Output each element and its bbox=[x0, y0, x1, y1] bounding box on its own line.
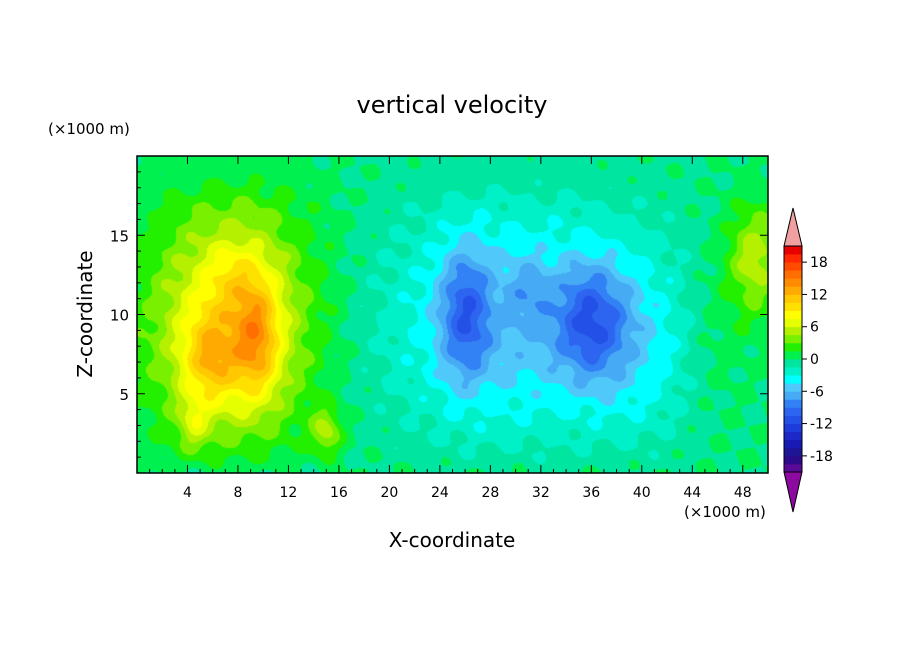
colorbar-segment bbox=[784, 270, 802, 279]
x-tick-label: 20 bbox=[380, 485, 398, 501]
colorbar-segment bbox=[784, 278, 802, 287]
colorbar-segment bbox=[784, 359, 802, 368]
colorbar-segment bbox=[784, 262, 802, 271]
y-tick-label: 15 bbox=[110, 227, 129, 245]
colorbar-segment bbox=[784, 254, 802, 263]
y-tick-label: 5 bbox=[119, 386, 129, 404]
x-tick-label: 28 bbox=[481, 485, 499, 501]
colorbar-segment bbox=[784, 455, 802, 465]
colorbar-tick-label: 12 bbox=[810, 287, 828, 303]
colorbar-tick-label: 18 bbox=[810, 255, 828, 271]
colorbar-segment bbox=[784, 318, 802, 328]
y-tick-label: 10 bbox=[110, 307, 129, 325]
x-tick-label: 32 bbox=[532, 485, 550, 501]
colorbar-over-triangle bbox=[783, 207, 803, 247]
colorbar-segment bbox=[784, 246, 802, 255]
colorbar-segment bbox=[784, 415, 802, 424]
colorbar-tick-label: -12 bbox=[810, 417, 833, 433]
colorbar-segment bbox=[784, 407, 802, 416]
colorbar-tick-label: -18 bbox=[810, 449, 833, 465]
x-tick-label: 8 bbox=[233, 485, 242, 501]
y-axis: 5 10 15 bbox=[110, 171, 768, 458]
colorbar-segment bbox=[784, 294, 802, 303]
x-tick-label: 4 bbox=[183, 485, 192, 501]
colorbar-segment bbox=[784, 350, 802, 360]
colorbar-segment bbox=[784, 383, 802, 392]
colorbar-tick-label: -6 bbox=[810, 384, 824, 400]
x-tick-label: 48 bbox=[734, 485, 752, 501]
x-unit-label: (×1000 m) bbox=[684, 503, 766, 521]
colorbar-under-triangle bbox=[783, 471, 803, 513]
x-tick-label: 16 bbox=[330, 485, 348, 501]
x-tick-label: 24 bbox=[431, 485, 449, 501]
colorbar-tick-label: 6 bbox=[810, 320, 819, 336]
colorbar-segment bbox=[784, 302, 802, 311]
colorbar-segment bbox=[784, 310, 802, 320]
colorbar-segment bbox=[784, 447, 802, 457]
chart-title: vertical velocity bbox=[357, 91, 548, 119]
x-axis-label: X-coordinate bbox=[389, 528, 516, 552]
x-tick-label: 40 bbox=[633, 485, 651, 501]
y-axis-label: Z-coordinate bbox=[73, 250, 97, 377]
x-tick-label: 12 bbox=[280, 485, 298, 501]
colorbar-segment bbox=[784, 367, 802, 376]
colorbar-segment bbox=[784, 399, 802, 408]
colorbar-segment bbox=[784, 342, 802, 352]
colorbar-segment bbox=[784, 391, 802, 400]
x-axis: 4 8 12 16 20 24 28 32 36 40 44 48 bbox=[149, 156, 756, 501]
x-tick-label: 36 bbox=[582, 485, 600, 501]
colorbar: -18 -12 -6 0 6 12 18 bbox=[783, 207, 833, 513]
y-unit-label: (×1000 m) bbox=[48, 120, 130, 138]
plot-area bbox=[136, 155, 769, 474]
colorbar-segment bbox=[784, 326, 802, 336]
colorbar-segment bbox=[784, 334, 802, 344]
x-tick-label: 44 bbox=[683, 485, 701, 501]
colorbar-segment bbox=[784, 286, 802, 295]
colorbar-segment bbox=[784, 431, 802, 441]
contour-field-holder bbox=[137, 156, 768, 473]
colorbar-segment bbox=[784, 423, 802, 433]
colorbar-segment bbox=[784, 439, 802, 449]
colorbar-segment bbox=[784, 375, 802, 384]
contour-field bbox=[137, 156, 768, 473]
colorbar-tick-label: 0 bbox=[810, 352, 819, 368]
colorbar-segment bbox=[784, 463, 802, 473]
